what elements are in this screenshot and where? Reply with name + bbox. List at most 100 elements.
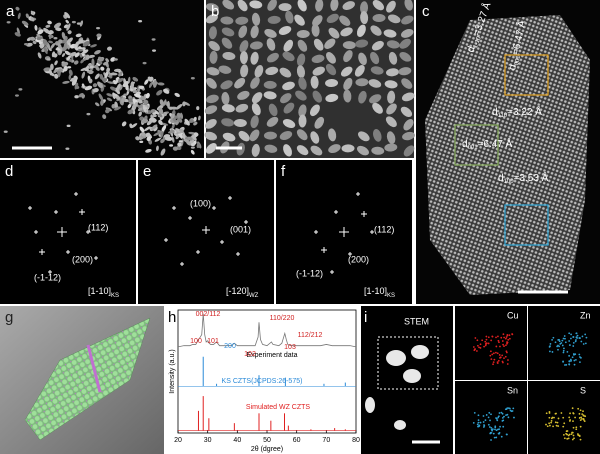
eds-dot [575, 339, 577, 341]
eds-dot [501, 360, 504, 363]
eds-dot [551, 351, 554, 353]
particle [121, 97, 126, 103]
particle [111, 103, 116, 109]
particle [163, 99, 167, 106]
eds-dot [494, 425, 497, 428]
particle [343, 77, 353, 91]
particle [74, 52, 80, 58]
particle [356, 24, 366, 37]
particle [106, 46, 112, 51]
x-tick-label: 20 [174, 437, 182, 444]
particle [105, 58, 109, 63]
particle [250, 76, 260, 89]
particle [221, 118, 235, 127]
particle [233, 118, 247, 127]
particle [133, 93, 142, 98]
particle [146, 120, 153, 126]
particle [239, 40, 249, 53]
particle [373, 129, 382, 142]
particle [49, 34, 53, 40]
eds-dot [499, 345, 501, 348]
eds-dot [497, 339, 500, 342]
eds-dot [472, 421, 475, 424]
eds-dot [501, 354, 504, 357]
particle [251, 102, 261, 116]
particle [114, 106, 122, 111]
particle [61, 31, 66, 40]
particle [401, 92, 415, 102]
particle [180, 112, 184, 120]
particle [50, 43, 56, 50]
particle [298, 104, 307, 118]
eds-dot [562, 349, 565, 352]
particle [125, 84, 129, 91]
eds-dot [501, 340, 504, 342]
particle [400, 106, 413, 118]
particle [296, 65, 306, 79]
particle [371, 146, 385, 155]
particle [312, 90, 323, 103]
particle [184, 118, 190, 126]
eds-dot [472, 346, 475, 348]
eds-dot [562, 360, 564, 363]
particle [104, 71, 109, 79]
particle [365, 397, 375, 413]
eds-dot [490, 413, 492, 416]
eds-dot [563, 347, 565, 350]
eds-dot [571, 431, 573, 434]
particle [57, 42, 62, 49]
particle [174, 92, 180, 98]
eds-dot [572, 420, 574, 423]
particle [263, 91, 277, 100]
particle [121, 121, 127, 127]
eds-dot [484, 340, 487, 343]
particle [66, 23, 71, 31]
peak-label: 101 [207, 338, 219, 345]
eds-dot [548, 422, 551, 425]
eds-dot [567, 437, 570, 440]
lattice-spacing: d100=3.53 Å [498, 171, 549, 185]
particle [48, 40, 53, 44]
eds-dot [492, 361, 495, 364]
particle [49, 30, 54, 34]
particle [149, 76, 154, 82]
particle [297, 39, 308, 52]
particle [355, 39, 369, 48]
particle [84, 68, 90, 72]
eds-dot [549, 343, 552, 345]
eds-dot [489, 350, 492, 353]
particle [328, 27, 340, 39]
eds-dot [497, 359, 500, 362]
eds-dot [562, 433, 565, 436]
particle [32, 40, 37, 45]
eds-dot [508, 407, 511, 410]
eds-dot [479, 421, 482, 424]
particle [385, 68, 399, 77]
eds-dot [503, 336, 506, 339]
eds-dot [548, 350, 551, 353]
particle [143, 99, 149, 105]
eds-dot [485, 338, 488, 341]
eds-dot [499, 356, 501, 359]
eds-dot [562, 425, 565, 428]
particle [3, 130, 8, 133]
particle [81, 71, 86, 79]
eds-dot [481, 339, 484, 342]
eds-dot [497, 415, 500, 418]
particle [221, 27, 235, 37]
particle [222, 132, 236, 142]
particle [360, 11, 369, 25]
particle [67, 66, 72, 69]
particle [309, 104, 320, 117]
zone: [1-10] [364, 286, 387, 296]
eds-dot [572, 345, 575, 347]
particle [14, 94, 19, 97]
particle [313, 38, 324, 51]
eds-dot [573, 359, 576, 362]
particle [403, 119, 414, 131]
particle [74, 95, 79, 99]
series-name: Experiment data [247, 352, 298, 359]
particle [163, 134, 171, 138]
particle [67, 30, 72, 35]
eds-dot [504, 337, 507, 340]
